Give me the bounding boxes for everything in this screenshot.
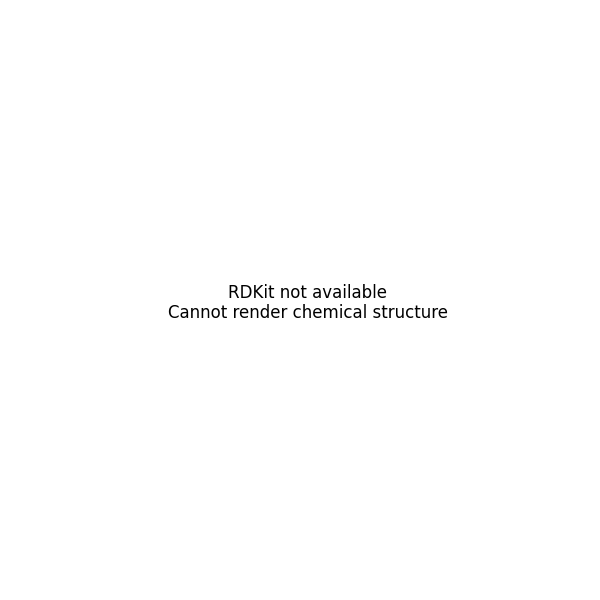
Text: RDKit not available
Cannot render chemical structure: RDKit not available Cannot render chemic… bbox=[167, 284, 448, 322]
